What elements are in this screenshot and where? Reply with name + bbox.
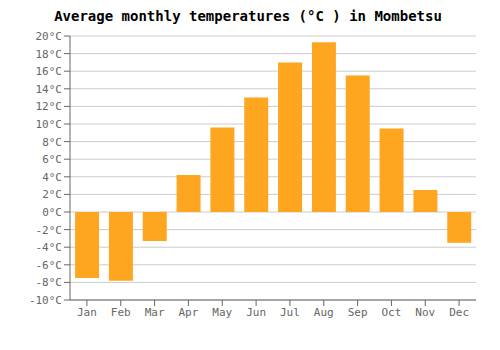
svg-text:Jan: Jan: [77, 306, 97, 319]
svg-text:-2°C: -2°C: [36, 224, 63, 237]
svg-text:2°C: 2°C: [42, 188, 62, 201]
svg-text:0°C: 0°C: [42, 206, 62, 219]
svg-text:12°C: 12°C: [36, 100, 63, 113]
svg-text:20°C: 20°C: [36, 30, 63, 43]
html-text:Average monthly temperatures (: Average monthly temperatures (°C ) in Mo…: [54, 8, 442, 24]
svg-text:16°C: 16°C: [36, 65, 63, 78]
svg-text:Oct: Oct: [381, 306, 401, 319]
svg-text:Nov: Nov: [415, 306, 435, 319]
svg-text:10°C: 10°C: [36, 118, 63, 131]
svg-text:-4°C: -4°C: [36, 241, 63, 254]
svg-text:Apr: Apr: [178, 306, 198, 319]
svg-text:May: May: [212, 306, 232, 319]
svg-text:18°C: 18°C: [36, 48, 63, 61]
svg-text:14°C: 14°C: [36, 83, 63, 96]
svg-text:6°C: 6°C: [42, 153, 62, 166]
svg-text:8°C: 8°C: [42, 136, 62, 149]
svg-text:Jul: Jul: [280, 306, 300, 319]
svg-text:Sep: Sep: [348, 306, 368, 319]
svg-text:-6°C: -6°C: [36, 259, 63, 272]
svg-text:Jun: Jun: [246, 306, 266, 319]
svg-text:-10°C: -10°C: [29, 294, 62, 307]
svg-text:Dec: Dec: [449, 306, 469, 319]
svg-text:-8°C: -8°C: [36, 276, 63, 289]
svg-text:Aug: Aug: [314, 306, 334, 319]
svg-text:Mar: Mar: [145, 306, 165, 319]
svg-text:Feb: Feb: [111, 306, 131, 319]
svg-text:4°C: 4°C: [42, 171, 62, 184]
